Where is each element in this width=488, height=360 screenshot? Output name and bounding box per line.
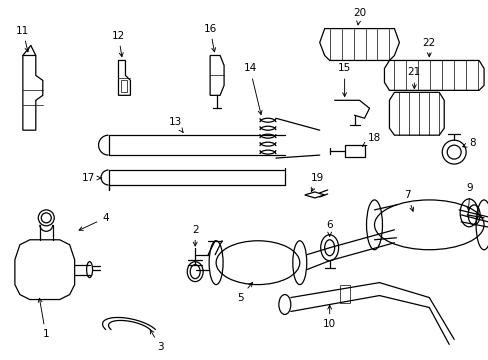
Text: 6: 6 [325, 220, 332, 236]
Bar [339, 285, 349, 302]
Text: 13: 13 [168, 117, 183, 132]
Polygon shape [388, 92, 443, 135]
Text: 16: 16 [203, 24, 216, 52]
Bar [121, 80, 127, 92]
Ellipse shape [216, 241, 299, 285]
Text: 3: 3 [150, 330, 163, 352]
Text: 12: 12 [112, 31, 125, 57]
Text: 4: 4 [79, 213, 109, 230]
Text: 18: 18 [362, 133, 380, 146]
Text: 21: 21 [407, 67, 420, 89]
Text: 1: 1 [38, 298, 49, 339]
Text: 14: 14 [243, 63, 262, 114]
Text: 11: 11 [16, 26, 29, 52]
Ellipse shape [374, 200, 483, 250]
Polygon shape [319, 28, 399, 60]
Text: 7: 7 [403, 190, 413, 211]
Text: 2: 2 [191, 225, 198, 246]
Text: 20: 20 [352, 8, 366, 25]
Text: 19: 19 [310, 173, 324, 192]
Text: 9: 9 [466, 183, 472, 210]
Text: 8: 8 [462, 138, 474, 148]
Text: 17: 17 [82, 173, 101, 183]
Text: 10: 10 [323, 305, 336, 329]
Bar [344, 145, 364, 157]
Text: 15: 15 [337, 63, 350, 96]
Polygon shape [15, 240, 75, 300]
Polygon shape [384, 60, 483, 90]
Text: 22: 22 [422, 37, 435, 57]
Text: 5: 5 [236, 283, 252, 302]
